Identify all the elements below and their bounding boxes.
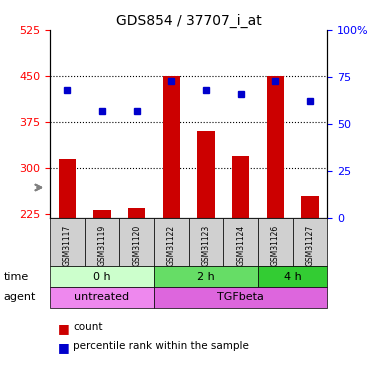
Text: untreated: untreated: [74, 292, 130, 302]
FancyBboxPatch shape: [189, 217, 223, 266]
Text: GSM31124: GSM31124: [236, 225, 245, 266]
FancyBboxPatch shape: [258, 266, 327, 287]
Text: 4 h: 4 h: [284, 272, 301, 282]
Bar: [162, 76, 180, 217]
Text: 2 h: 2 h: [197, 272, 215, 282]
Bar: [301, 196, 318, 217]
Title: GDS854 / 37707_i_at: GDS854 / 37707_i_at: [116, 13, 261, 28]
Text: count: count: [73, 322, 103, 333]
FancyBboxPatch shape: [85, 217, 119, 266]
Text: GSM31127: GSM31127: [305, 225, 315, 266]
FancyBboxPatch shape: [154, 266, 258, 287]
FancyBboxPatch shape: [119, 217, 154, 266]
Text: GSM31117: GSM31117: [63, 225, 72, 266]
FancyBboxPatch shape: [258, 217, 293, 266]
Text: GSM31122: GSM31122: [167, 225, 176, 266]
Text: 0 h: 0 h: [93, 272, 111, 282]
Bar: [128, 208, 145, 218]
Text: time: time: [4, 272, 29, 282]
Bar: [59, 159, 76, 218]
Bar: [197, 131, 215, 218]
Text: agent: agent: [4, 292, 36, 302]
FancyBboxPatch shape: [154, 217, 189, 266]
FancyBboxPatch shape: [50, 287, 154, 308]
Bar: [93, 210, 111, 218]
Text: GSM31123: GSM31123: [201, 225, 211, 266]
FancyBboxPatch shape: [154, 287, 327, 308]
Bar: [232, 156, 249, 218]
Text: percentile rank within the sample: percentile rank within the sample: [73, 341, 249, 351]
Text: ■: ■: [58, 341, 70, 354]
Text: GSM31126: GSM31126: [271, 225, 280, 266]
Text: TGFbeta: TGFbeta: [217, 292, 264, 302]
FancyBboxPatch shape: [223, 217, 258, 266]
Bar: [266, 76, 284, 217]
Text: GSM31119: GSM31119: [97, 225, 107, 266]
FancyBboxPatch shape: [293, 217, 327, 266]
FancyBboxPatch shape: [50, 217, 85, 266]
Text: GSM31120: GSM31120: [132, 225, 141, 266]
Text: ■: ■: [58, 322, 70, 336]
FancyBboxPatch shape: [50, 266, 154, 287]
